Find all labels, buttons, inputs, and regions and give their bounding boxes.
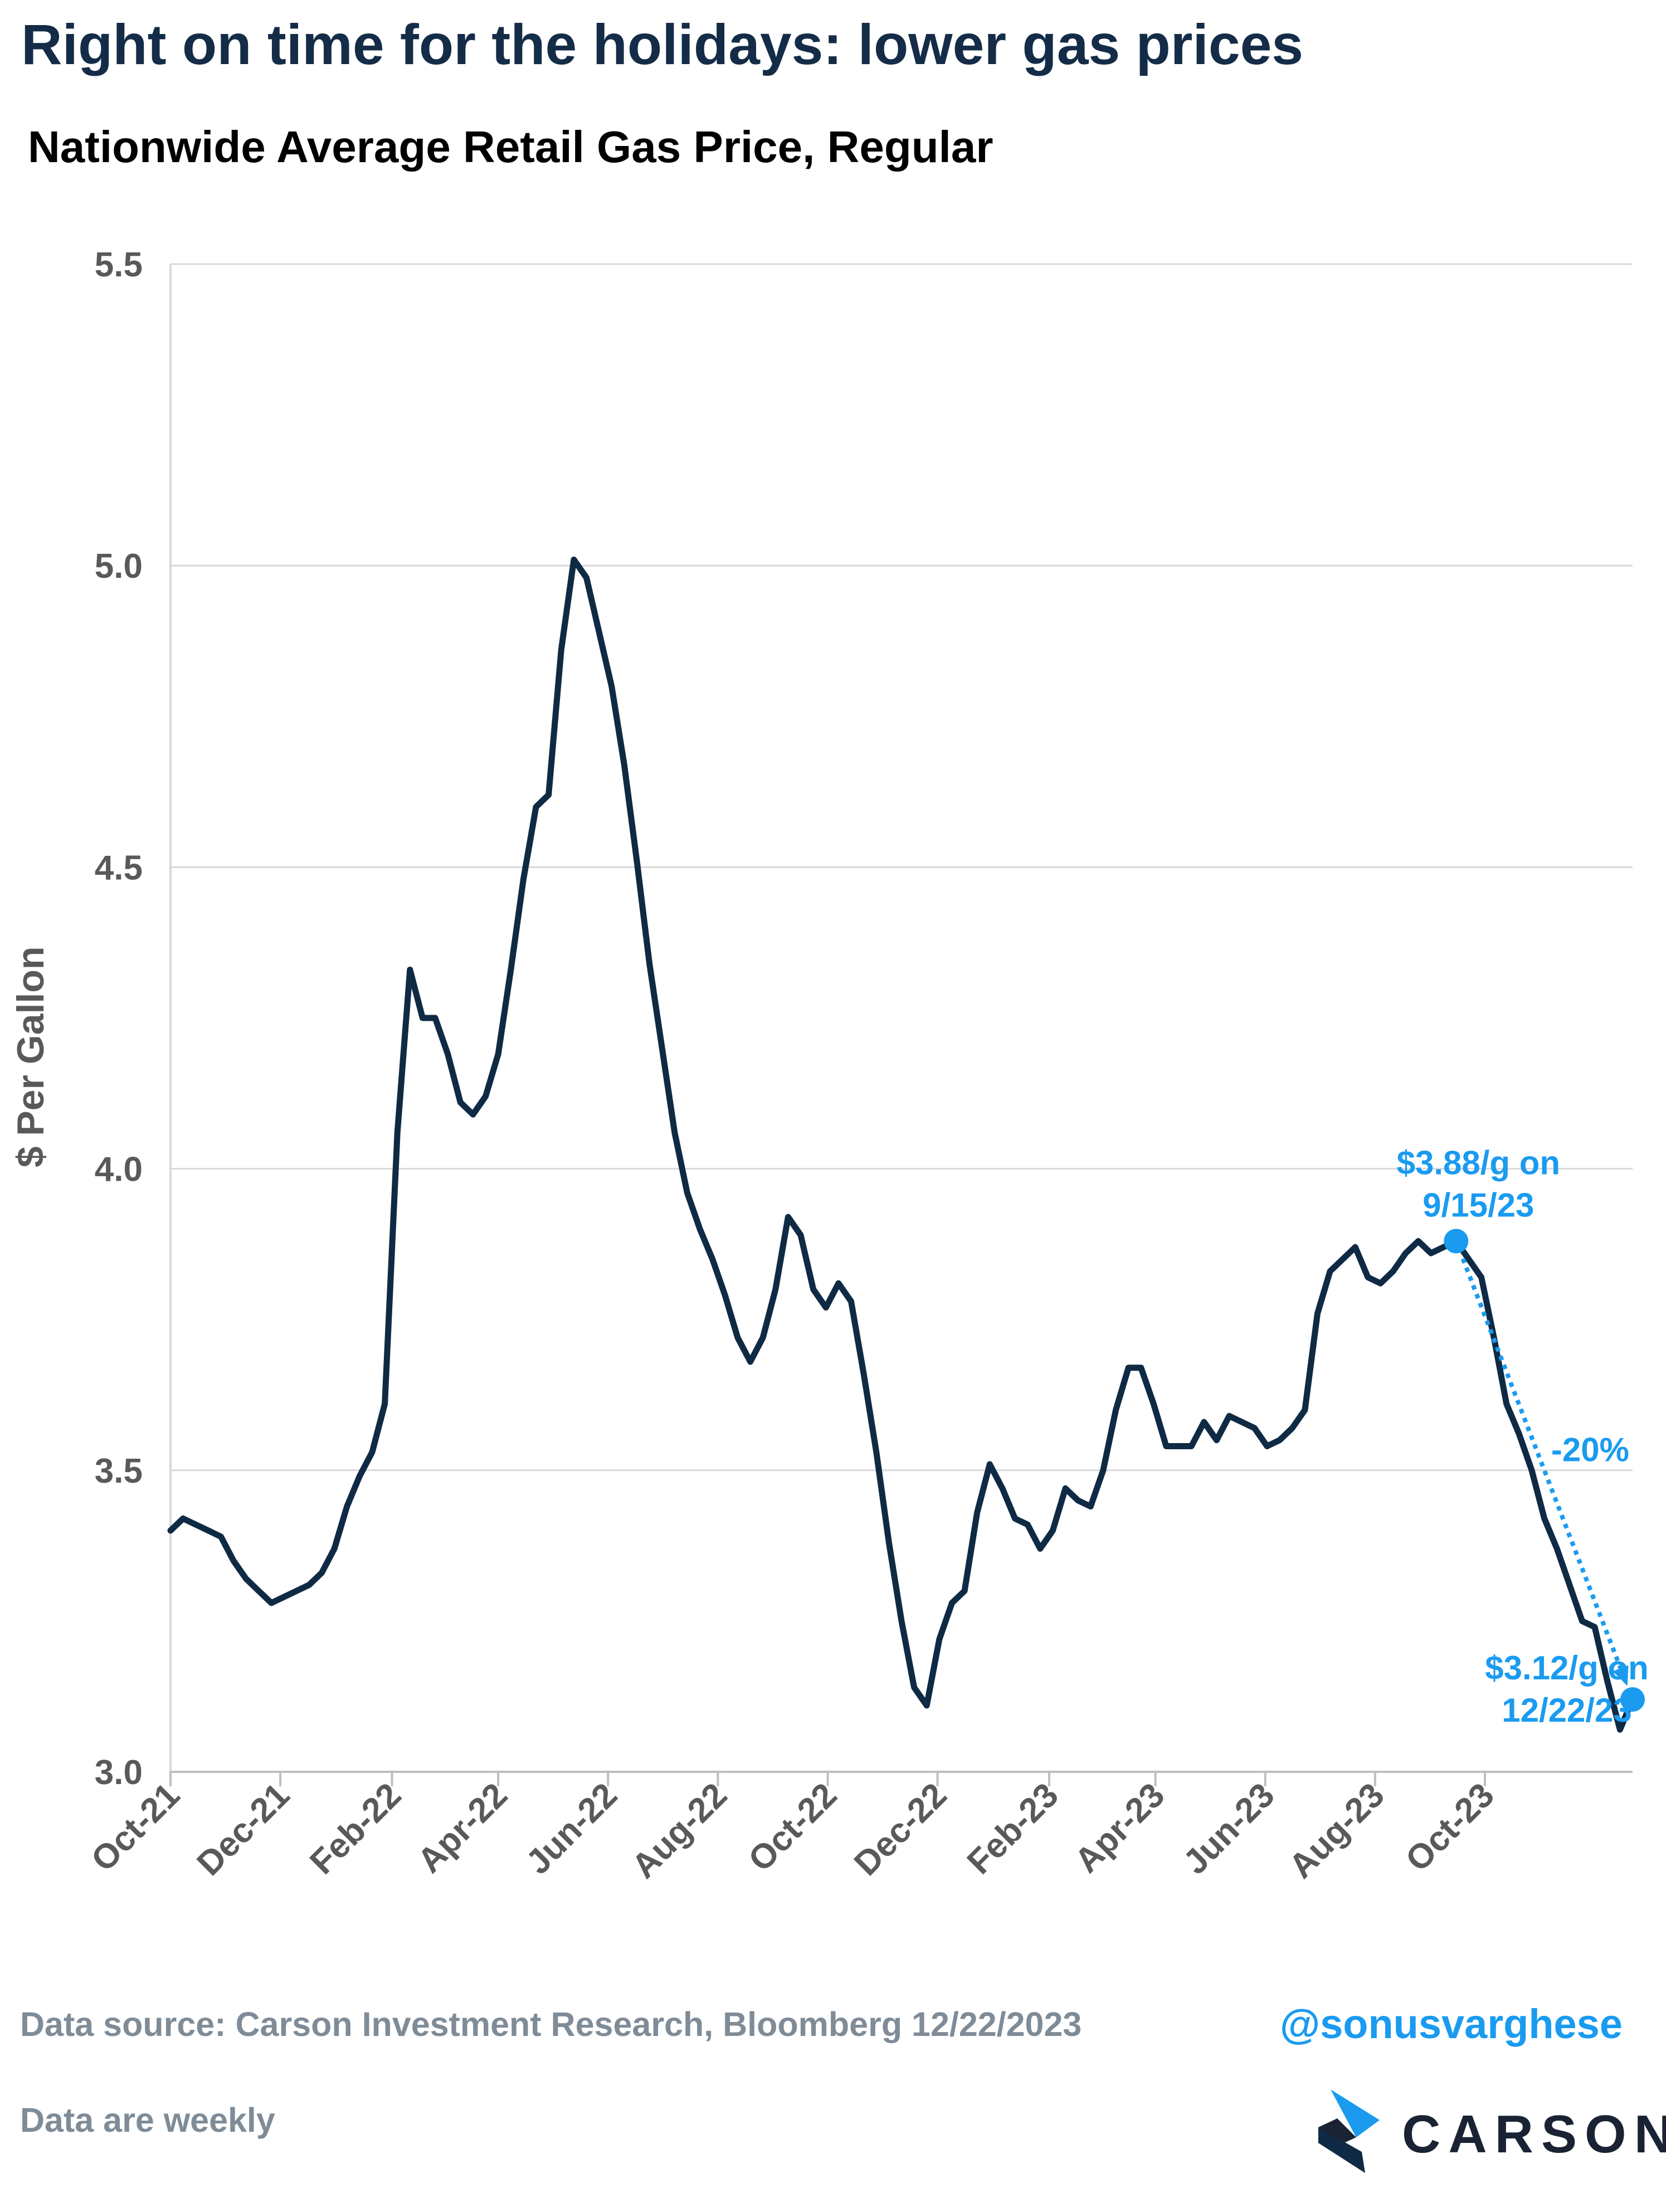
decline-arrow-head xyxy=(1613,1665,1629,1686)
end-label-line2: 12/22/23 xyxy=(1502,1692,1632,1729)
peak-label-line1: $3.88/g on xyxy=(1397,1144,1560,1181)
peak-point-marker xyxy=(1444,1229,1469,1254)
x-tick-label: Feb-22 xyxy=(303,1776,408,1882)
y-tick-label: 5.0 xyxy=(95,547,143,586)
twitter-handle-link[interactable]: @sonusvarghese xyxy=(1279,2001,1623,2047)
end-label-line1: $3.12/g on xyxy=(1485,1649,1648,1687)
annotations: $3.88/g on 9/15/23 $3.12/g on 12/22/23 -20% xyxy=(1397,1144,1649,1729)
y-tick-label: 3.5 xyxy=(95,1452,143,1490)
logo-shape-bottom xyxy=(1318,2127,1365,2173)
chart-subtitle: Nationwide Average Retail Gas Price, Reg… xyxy=(28,122,993,172)
peak-label-line2: 9/15/23 xyxy=(1423,1186,1534,1224)
y-axis-ticks: 3.0 3.5 4.0 4.5 5.0 5.5 xyxy=(95,246,143,1792)
y-tick-label: 4.5 xyxy=(95,849,143,887)
x-tick-label: Aug-23 xyxy=(1282,1776,1391,1885)
series-layer xyxy=(167,556,1636,1733)
carson-logo: CARSON xyxy=(1318,2089,1666,2190)
chart-title: Right on time for the holidays: lower ga… xyxy=(21,13,1304,76)
y-axis-label: $ Per Gallon xyxy=(9,947,52,1168)
x-tick-label: Oct-23 xyxy=(1399,1776,1502,1879)
data-source-note: Data source: Carson Investment Research,… xyxy=(20,2005,1082,2043)
x-tick-label: Dec-22 xyxy=(847,1776,954,1883)
data-frequency-note: Data are weekly xyxy=(20,2101,275,2139)
brand-name: CARSON xyxy=(1402,2104,1666,2164)
y-tick-label: 4.0 xyxy=(95,1151,143,1189)
x-tick-label: Jun-22 xyxy=(519,1776,625,1882)
y-tick-label: 5.5 xyxy=(95,246,143,284)
line-chart: 3.0 3.5 4.0 4.5 5.0 5.5 Oct-21 Dec-21 Feb-22 Apr… xyxy=(9,246,1649,1885)
x-tick-label: Oct-22 xyxy=(741,1776,844,1879)
x-axis-ticks: Oct-21 Dec-21 Feb-22 Apr-22 Jun-22 Aug-22 Oct-… xyxy=(84,1776,1502,1885)
axes xyxy=(169,264,1633,1786)
logo-shape-top xyxy=(1331,2089,1380,2137)
gas-price-line xyxy=(167,556,1636,1733)
x-tick-label: Jun-23 xyxy=(1176,1776,1282,1882)
logo-shape-middle xyxy=(1318,2118,1356,2143)
x-tick-label: Feb-23 xyxy=(960,1776,1066,1882)
x-tick-label: Aug-22 xyxy=(625,1776,734,1885)
x-tick-label: Dec-21 xyxy=(189,1776,297,1883)
gridlines xyxy=(171,263,1633,1472)
carson-logo-icon xyxy=(1318,2089,1380,2173)
end-point-marker xyxy=(1620,1687,1645,1712)
x-tick-label: Apr-22 xyxy=(410,1776,515,1880)
percent-change-label: -20% xyxy=(1551,1431,1629,1469)
y-tick-label: 3.0 xyxy=(95,1753,143,1792)
decline-arrow-shaft xyxy=(1460,1258,1623,1670)
x-tick-label: Apr-23 xyxy=(1068,1776,1172,1880)
